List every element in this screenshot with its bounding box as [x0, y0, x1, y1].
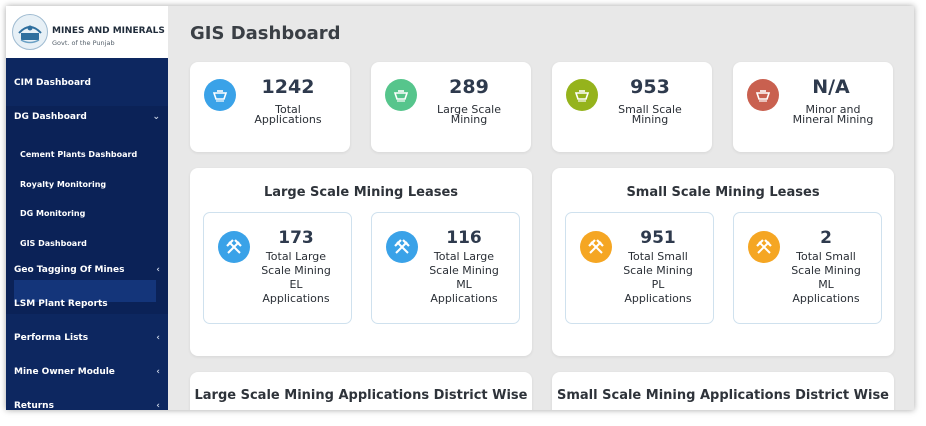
sidebar-subitem-cement-plants[interactable]: Cement Plants Dashboard	[20, 150, 138, 159]
pickaxe-hammer-icon	[748, 231, 780, 263]
stat-card-large-scale-mining[interactable]: 289 Large Scale Mining	[371, 62, 531, 152]
lease-label-line: Total Large	[265, 250, 327, 263]
stat-value: 953	[630, 76, 670, 98]
sidebar-item-label: LSM Plant Reports	[14, 299, 108, 309]
lease-value: 951	[640, 228, 676, 248]
panel-title: Small Scale Mining Applications District…	[557, 388, 889, 403]
app-window: MINES AND MINERALS Govt. of the Punjab C…	[6, 6, 914, 410]
lease-label: Total Large Scale Mining EL Applications	[248, 250, 344, 306]
lease-label-line: Scale Mining	[261, 264, 331, 277]
chevron-left-icon: ‹	[156, 265, 160, 275]
lease-value: 116	[446, 228, 482, 248]
lease-label-line: Applications	[430, 292, 498, 305]
sidebar-item-label: DG Dashboard	[14, 112, 87, 122]
lease-label-line: Total Small	[628, 250, 688, 263]
main-content: GIS Dashboard 1242 Total Applications 28…	[168, 6, 914, 410]
sidebar-item-label: Geo Tagging Of Mines	[14, 265, 125, 275]
stat-label: Small Scale	[618, 103, 682, 116]
sidebar-item-mine-owner-module[interactable]: Mine Owner Module ‹	[6, 367, 168, 383]
brand-title: MINES AND MINERALS	[52, 26, 165, 36]
pickaxe-hammer-icon	[218, 231, 250, 263]
lease-label: Total Small Scale Mining PL Applications	[610, 250, 706, 306]
stat-label: Minor and	[805, 103, 861, 116]
lease-label-line: Total Small	[796, 250, 856, 263]
sidebar-item-performa-lists[interactable]: Performa Lists ‹	[6, 333, 168, 349]
lease-card-large-ml[interactable]: 116 Total Large Scale Mining ML Applicat…	[371, 212, 520, 324]
chevron-left-icon: ‹	[156, 333, 160, 343]
stat-label: Mining	[631, 113, 669, 126]
stat-card-minor-mineral-mining[interactable]: N/A Minor and Mineral Mining	[733, 62, 893, 152]
lease-value: 173	[278, 228, 314, 248]
chevron-left-icon: ‹	[156, 367, 160, 377]
sidebar: MINES AND MINERALS Govt. of the Punjab C…	[6, 6, 168, 410]
lease-label-line: Total Large	[433, 250, 495, 263]
chevron-down-icon: ⌄	[152, 112, 160, 122]
stat-value: 1242	[261, 76, 315, 98]
large-scale-mining-leases-panel: Large Scale Mining Leases 173 Total Larg…	[190, 168, 532, 356]
lease-label-line: ML	[456, 278, 472, 291]
pickaxe-hammer-icon	[580, 231, 612, 263]
sidebar-item-label: Performa Lists	[14, 333, 89, 343]
brand-subtitle: Govt. of the Punjab	[52, 39, 115, 47]
stat-label: Mining	[450, 113, 488, 126]
brand-header[interactable]: MINES AND MINERALS Govt. of the Punjab	[6, 6, 168, 58]
sidebar-item-lsm-plant-reports[interactable]: LSM Plant Reports	[6, 299, 168, 315]
stat-card-small-scale-mining[interactable]: 953 Small Scale Mining	[552, 62, 712, 152]
lease-card-small-ml[interactable]: 2 Total Small Scale Mining ML Applicatio…	[733, 212, 882, 324]
page-title: GIS Dashboard	[190, 23, 341, 44]
active-item-highlight	[14, 280, 156, 302]
panel-title: Small Scale Mining Leases	[626, 185, 820, 200]
sidebar-subitem-gis-dashboard[interactable]: GIS Dashboard	[20, 239, 87, 248]
sidebar-item-label: Mine Owner Module	[14, 367, 115, 377]
lease-label: Total Small Scale Mining ML Applications	[778, 250, 874, 306]
sidebar-subitem-royalty-monitoring[interactable]: Royalty Monitoring	[20, 180, 107, 189]
stat-value: 289	[449, 76, 489, 98]
lease-label-line: Applications	[262, 292, 330, 305]
sidebar-subitem-dg-monitoring[interactable]: DG Monitoring	[20, 209, 86, 218]
punjab-logo-icon	[12, 14, 48, 50]
lease-label-line: Scale Mining	[623, 264, 693, 277]
mining-cart-icon	[385, 79, 417, 111]
stat-value: N/A	[812, 76, 850, 98]
dg-dashboard-group: DG Dashboard ⌄ Cement Plants Dashboard R…	[6, 106, 168, 314]
mining-cart-icon	[204, 79, 236, 111]
lease-label-line: EL	[289, 278, 303, 291]
stat-label: Mineral Mining	[792, 113, 874, 126]
lease-card-large-el[interactable]: 173 Total Large Scale Mining EL Applicat…	[203, 212, 352, 324]
panel-title: Large Scale Mining Leases	[263, 185, 459, 200]
lease-value: 2	[820, 228, 832, 248]
small-scale-district-wise-panel: Small Scale Mining Applications District…	[552, 372, 894, 410]
stat-card-total-applications[interactable]: 1242 Total Applications	[190, 62, 350, 152]
chevron-left-icon: ‹	[156, 401, 160, 410]
lease-label: Total Large Scale Mining ML Applications	[416, 250, 512, 306]
lease-label-line: Applications	[792, 292, 860, 305]
sidebar-item-cim-dashboard[interactable]: CIM Dashboard	[6, 78, 168, 94]
sidebar-item-label: CIM Dashboard	[14, 78, 91, 88]
lease-label-line: Scale Mining	[791, 264, 861, 277]
stat-label: Total	[275, 103, 301, 116]
small-scale-mining-leases-panel: Small Scale Mining Leases 951 Total Smal…	[552, 168, 894, 356]
sidebar-item-returns[interactable]: Returns ‹	[6, 401, 168, 410]
lease-card-small-pl[interactable]: 951 Total Small Scale Mining PL Applicat…	[565, 212, 714, 324]
sidebar-item-label: Returns	[14, 401, 54, 410]
panel-title: Large Scale Mining Applications District…	[194, 388, 528, 403]
pickaxe-hammer-icon	[386, 231, 418, 263]
large-scale-district-wise-panel: Large Scale Mining Applications District…	[190, 372, 532, 410]
lease-label-line: PL	[651, 278, 665, 291]
lease-label-line: Scale Mining	[429, 264, 499, 277]
sidebar-item-geo-tagging[interactable]: Geo Tagging Of Mines ‹	[6, 265, 168, 281]
stat-label: Large Scale	[436, 103, 502, 116]
mining-cart-icon	[747, 79, 779, 111]
lease-label-line: ML	[818, 278, 834, 291]
lease-label-line: Applications	[624, 292, 692, 305]
mining-cart-icon	[566, 79, 598, 111]
stat-label: Applications	[254, 113, 322, 126]
sidebar-item-dg-dashboard[interactable]: DG Dashboard ⌄	[6, 112, 168, 128]
